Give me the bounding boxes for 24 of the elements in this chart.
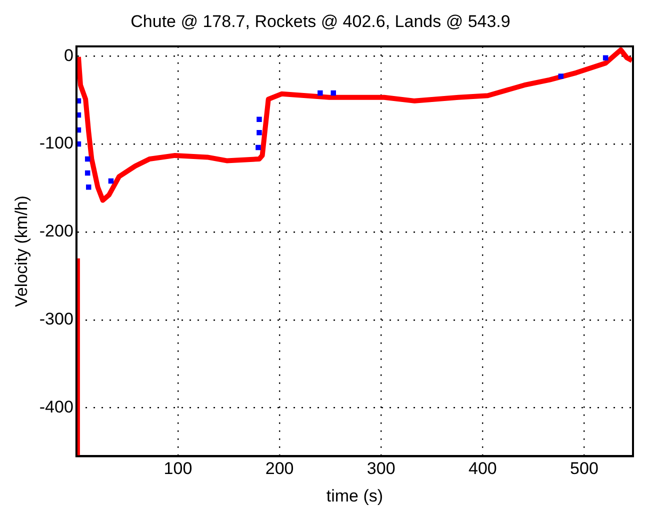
x-tick-label: 500 [570, 459, 598, 478]
y-tick-label: -400 [39, 398, 74, 417]
x-tick-label: 200 [265, 459, 294, 478]
x-tick-label: 400 [468, 459, 497, 478]
point [318, 90, 323, 96]
y-tick-label: -100 [39, 134, 74, 153]
y-tick-label: -200 [39, 222, 74, 241]
point [86, 184, 92, 190]
point [108, 178, 114, 184]
x-tick-label: 100 [164, 459, 192, 478]
y-tick-label: -300 [39, 310, 74, 329]
point [256, 116, 262, 122]
point [84, 156, 90, 162]
point [256, 130, 262, 136]
point [256, 144, 261, 150]
point [558, 74, 564, 79]
chart-title: Chute @ 178.7, Rockets @ 402.6, Lands @ 543.9 [130, 12, 510, 31]
x-tick-label: 300 [366, 459, 396, 478]
x-axis-title: time (s) [326, 486, 384, 506]
point [84, 170, 90, 176]
point [602, 55, 608, 60]
y-tick-label: 0 [64, 46, 74, 65]
y-axis-title: Velocity (km/h) [12, 196, 31, 308]
point [330, 90, 336, 96]
